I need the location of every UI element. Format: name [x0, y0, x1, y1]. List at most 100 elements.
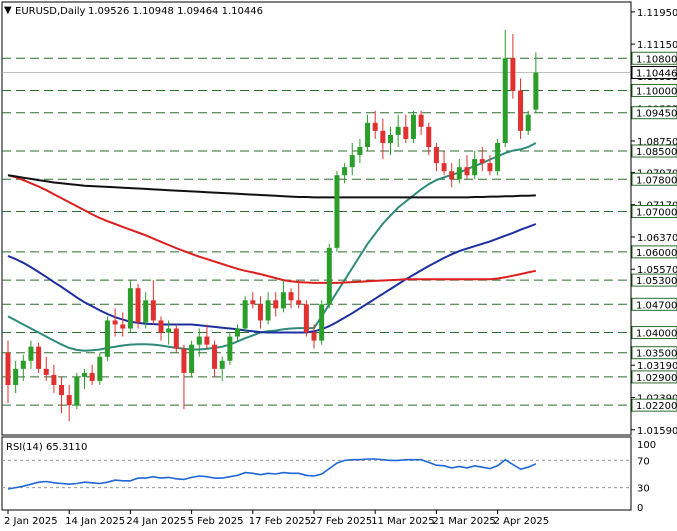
candle-body-63: [487, 163, 493, 172]
candle-body-14: [112, 320, 118, 325]
candle-body-7: [59, 384, 65, 396]
candle-body-22: [173, 328, 179, 349]
candle-body-66: [510, 58, 516, 91]
candle-body-65: [502, 58, 508, 143]
level-label-6: 1.06000: [636, 248, 677, 259]
level-label-12: 1.02200: [636, 401, 677, 412]
candle-body-57: [441, 163, 447, 172]
candle-body-42: [326, 247, 332, 305]
candle-body-62: [479, 159, 485, 164]
current-price-box: [631, 66, 677, 80]
time-tick-label-0: 2 Jan 2025: [4, 516, 58, 527]
candle-body-61: [472, 159, 478, 176]
candle-body-5: [43, 368, 49, 375]
candle-body-52: [403, 126, 409, 139]
level-label-box-12: [631, 398, 677, 412]
moving-average-line-1: [7, 223, 537, 334]
price-tick-label-8: 1.05570: [637, 265, 677, 276]
time-tick-label-8: 2 Apr 2025: [494, 516, 549, 527]
candle-body-38: [296, 300, 302, 305]
candle-body-36: [280, 292, 286, 309]
level-label-box-2: [631, 106, 677, 120]
candle-body-44: [342, 167, 348, 176]
candle-body-35: [273, 300, 279, 309]
chart-header-arrow[interactable]: ▼: [4, 5, 12, 16]
time-tick-label-1: 14 Jan 2025: [65, 516, 125, 527]
candle-body-13: [104, 320, 110, 357]
level-label-5: 1.07000: [636, 208, 677, 219]
rsi-indicator: 100 70 30 0: [2, 440, 656, 514]
candle-body-31: [242, 300, 248, 329]
candle-body-54: [418, 114, 424, 127]
candle-body-17: [135, 288, 141, 323]
candle-body-6: [51, 374, 57, 385]
candle-body-45: [349, 155, 355, 168]
candle-body-46: [357, 147, 363, 156]
candle-body-59: [456, 167, 462, 180]
candle-body-48: [372, 122, 378, 131]
moving-averages: [7, 142, 537, 352]
rsi-tick-label-1: 70: [637, 456, 650, 467]
moving-average-line-2: [7, 174, 537, 284]
candle-body-58: [449, 171, 455, 180]
candle-body-53: [410, 114, 416, 139]
candle-body-69: [533, 72, 539, 110]
candle-body-0: [5, 352, 11, 385]
candle-body-27: [212, 344, 218, 369]
level-label-7: 1.05300: [636, 276, 677, 287]
candle-body-15: [120, 324, 126, 329]
rsi-panel: [1, 436, 632, 511]
level-label-box-3: [631, 144, 677, 158]
level-label-box-10: [631, 346, 677, 360]
current-price-label: 1.10446: [636, 69, 677, 80]
level-label-box-8: [631, 297, 677, 311]
candlesticks: [5, 30, 539, 422]
level-label-box-5: [631, 205, 677, 219]
candle-body-3: [28, 346, 34, 361]
candle-body-1: [13, 368, 19, 385]
candle-body-8: [66, 395, 72, 406]
level-label-0: 1.10800: [636, 54, 677, 65]
rsi-tick-label-0: 100: [637, 440, 656, 451]
rsi-tick-label-2: 30: [637, 484, 650, 495]
candle-body-29: [227, 336, 233, 361]
candle-body-41: [319, 304, 325, 341]
price-tick-label-11: 1.03190: [637, 361, 677, 372]
candle-body-11: [89, 372, 95, 381]
candle-body-56: [433, 147, 439, 164]
time-tick-label-5: 27 Feb 2025: [310, 516, 372, 527]
level-label-3: 1.08500: [636, 147, 677, 158]
price-tick-label-1: 1.11150: [637, 40, 677, 51]
time-tick-label-6: 11 Mar 2025: [371, 516, 434, 527]
rsi-tick-label-3: 0: [637, 503, 643, 514]
level-label-box-11: [631, 370, 677, 384]
candle-body-64: [495, 142, 501, 172]
level-labels: 1.10800 1.10000 1.09450 1.08500 1.07800 1.070…: [631, 51, 677, 412]
candle-body-68: [525, 114, 531, 131]
level-label-box-0: [631, 51, 677, 65]
level-label-box-9: [631, 326, 677, 340]
chart-header-symbol: EURUSD,Daily: [15, 6, 86, 17]
candle-body-9: [74, 376, 80, 406]
candle-body-20: [158, 320, 164, 333]
level-label-8: 1.04700: [636, 300, 677, 311]
candle-body-26: [204, 336, 210, 345]
time-tick-label-4: 17 Feb 2025: [249, 516, 311, 527]
candle-body-50: [388, 134, 393, 143]
moving-average-line-3: [7, 174, 536, 199]
time-tick-label-7: 21 Mar 2025: [432, 516, 495, 527]
candle-body-4: [36, 346, 42, 369]
main-panel: [1, 1, 632, 436]
chart-header-ohlc: 1.09526 1.10948 1.09464 1.10446: [88, 6, 263, 17]
rsi-line: [7, 458, 537, 490]
candle-body-60: [464, 167, 470, 176]
price-tick-label-4: 1.08750: [637, 137, 677, 148]
candle-body-10: [82, 372, 87, 377]
candle-body-23: [181, 348, 187, 373]
candle-body-67: [518, 90, 524, 131]
rsi-label: RSI(14) 65.3110: [6, 442, 87, 453]
candle-body-40: [311, 332, 317, 341]
candle-body-18: [143, 300, 149, 323]
candle-body-12: [97, 356, 103, 381]
